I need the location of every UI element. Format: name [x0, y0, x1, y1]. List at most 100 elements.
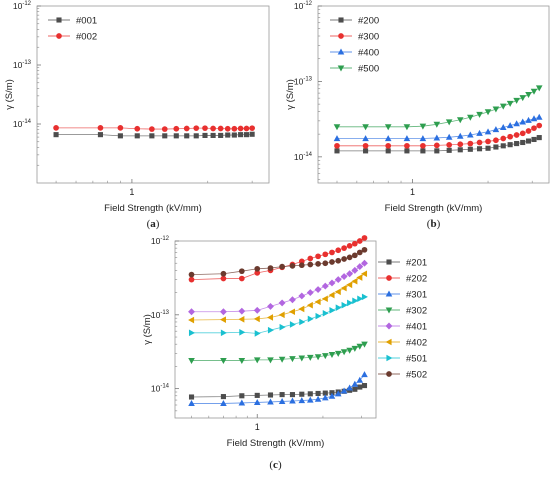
- legend-entry-201: #201: [378, 258, 427, 269]
- data-point: [53, 125, 59, 131]
- legend-entry-502: #502: [378, 370, 427, 381]
- data-point: [467, 131, 474, 138]
- data-point: [238, 399, 246, 406]
- data-point: [346, 384, 353, 391]
- legend-marker: [337, 65, 345, 72]
- y-tick-base: 10: [151, 384, 161, 394]
- data-point: [328, 279, 336, 287]
- data-point: [267, 392, 274, 398]
- legend-entry-400: #400: [330, 48, 379, 59]
- data-point: [467, 114, 474, 121]
- data-point: [298, 355, 306, 362]
- data-point: [322, 251, 329, 258]
- data-point: [351, 252, 358, 259]
- data-point: [513, 132, 520, 138]
- y-tick-exponent: -13: [160, 310, 169, 316]
- data-point: [225, 132, 231, 138]
- data-point: [341, 256, 347, 262]
- data-point: [289, 356, 296, 363]
- y-tick-label: 10-13: [13, 60, 32, 70]
- data-point: [520, 139, 526, 146]
- data-point: [499, 124, 507, 131]
- data-point: [299, 391, 305, 397]
- data-point: [357, 384, 363, 390]
- legend-label: #301: [406, 290, 427, 301]
- y-tick-base: 10: [294, 76, 304, 86]
- series-002: [53, 125, 255, 132]
- data-point: [403, 124, 411, 131]
- y-tick-label: 10-14: [151, 384, 170, 394]
- data-point: [149, 133, 155, 139]
- data-point: [363, 148, 369, 154]
- data-point: [445, 133, 453, 140]
- data-point: [220, 358, 227, 365]
- data-point: [403, 135, 411, 142]
- data-point: [220, 399, 227, 406]
- data-point: [519, 118, 527, 125]
- legend-entry-401: #401: [378, 322, 427, 333]
- data-point: [328, 392, 336, 399]
- data-point: [352, 297, 359, 305]
- data-point: [298, 305, 305, 313]
- data-point: [220, 275, 227, 282]
- data-point: [193, 125, 200, 132]
- data-point: [341, 301, 348, 309]
- data-point: [315, 253, 321, 260]
- data-point: [188, 358, 195, 365]
- data-point: [329, 390, 335, 396]
- legend-marker: [385, 322, 393, 330]
- data-point: [420, 148, 426, 154]
- y-tick-label: 10-12: [151, 236, 170, 246]
- data-point: [335, 257, 342, 264]
- data-point: [249, 125, 255, 132]
- data-point: [519, 130, 526, 137]
- data-point: [357, 295, 364, 303]
- data-point: [289, 308, 296, 316]
- data-point: [334, 288, 341, 296]
- series-500: [333, 85, 543, 131]
- data-point: [361, 293, 368, 301]
- series-300: [334, 122, 543, 149]
- caption-paren-open: (: [427, 218, 431, 230]
- data-point: [289, 296, 296, 304]
- legend-marker: [386, 259, 392, 265]
- data-point: [321, 353, 329, 360]
- data-point: [220, 270, 227, 277]
- data-point: [321, 295, 328, 303]
- panel-caption: (b): [427, 218, 441, 230]
- data-point: [134, 133, 140, 139]
- data-point: [484, 109, 492, 116]
- data-point: [352, 386, 358, 392]
- data-point: [456, 132, 464, 139]
- x-axis-label: Field Strength (kV/mm): [385, 203, 483, 214]
- data-point: [188, 329, 195, 337]
- data-point: [530, 88, 538, 95]
- y-tick-label: 10-13: [294, 76, 313, 86]
- data-point: [188, 394, 195, 400]
- data-point: [356, 238, 363, 244]
- data-point: [267, 302, 274, 310]
- y-tick-exponent: -14: [160, 384, 169, 390]
- data-point: [476, 111, 483, 118]
- data-point: [202, 132, 208, 138]
- y-tick-label: 10-14: [13, 119, 32, 129]
- data-point: [231, 132, 237, 138]
- data-point: [220, 394, 226, 400]
- data-point: [531, 136, 537, 143]
- data-point: [254, 330, 261, 337]
- data-point: [340, 349, 348, 356]
- data-point: [329, 249, 335, 256]
- data-point: [188, 316, 195, 324]
- caption-paren-close: ): [437, 218, 441, 230]
- plot-frame: [36, 5, 270, 184]
- data-point: [335, 304, 342, 311]
- data-point: [351, 380, 359, 387]
- legend-marker: [56, 33, 62, 39]
- y-tick-base: 10: [294, 152, 304, 162]
- caption-letter: c: [273, 459, 278, 471]
- series-401: [188, 259, 368, 316]
- data-point: [341, 245, 347, 252]
- data-point: [362, 135, 369, 142]
- data-point: [419, 135, 427, 142]
